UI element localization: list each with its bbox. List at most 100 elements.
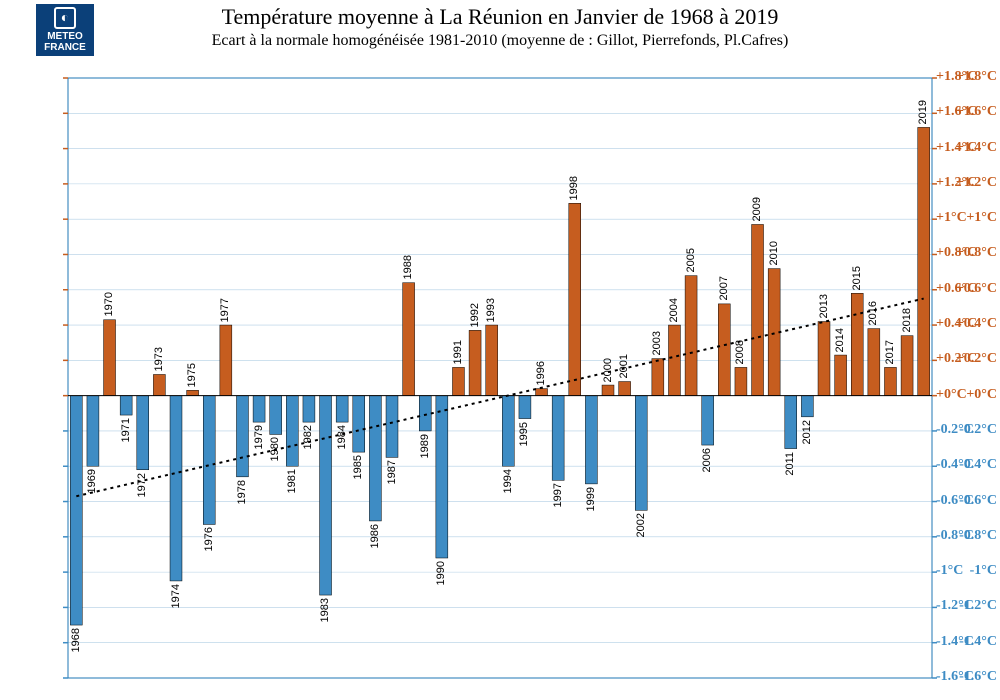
y-axis-right-label: -0.2°C <box>936 422 974 438</box>
bar-label-2017: 2017 <box>884 340 897 364</box>
bar-2002 <box>635 396 647 511</box>
bar-2012 <box>801 396 813 417</box>
bar-1976 <box>203 396 215 525</box>
bar-label-2016: 2016 <box>867 301 880 325</box>
bar-1980 <box>270 396 282 435</box>
bar-1981 <box>286 396 298 467</box>
bar-label-1979: 1979 <box>253 425 266 449</box>
bar-1995 <box>519 396 531 419</box>
bar-1994 <box>502 396 514 467</box>
bar-2013 <box>818 322 830 396</box>
bar-label-2012: 2012 <box>801 420 814 444</box>
bar-1973 <box>153 374 165 395</box>
bar-label-1975: 1975 <box>186 363 199 387</box>
bar-2008 <box>735 367 747 395</box>
bar-label-2011: 2011 <box>784 452 797 476</box>
y-axis-right-label: -1.2°C <box>936 598 974 614</box>
bar-1974 <box>170 396 182 581</box>
bar-label-1986: 1986 <box>369 524 382 548</box>
bar-label-1974: 1974 <box>170 584 183 608</box>
bar-label-1991: 1991 <box>452 340 465 364</box>
bar-label-2007: 2007 <box>718 276 731 300</box>
y-axis-right-label: -0.8°C <box>936 528 974 544</box>
bar-label-1988: 1988 <box>402 255 415 279</box>
bar-2019 <box>918 127 930 395</box>
bar-label-2005: 2005 <box>685 248 698 272</box>
bar-label-2019: 2019 <box>917 100 930 124</box>
bar-label-1985: 1985 <box>352 455 365 479</box>
bar-label-1984: 1984 <box>336 425 349 449</box>
bar-1999 <box>585 396 597 484</box>
bar-label-1972: 1972 <box>136 473 149 497</box>
bar-label-1997: 1997 <box>552 483 565 507</box>
bar-2015 <box>851 293 863 395</box>
bar-label-1999: 1999 <box>585 487 598 511</box>
bar-2005 <box>685 276 697 396</box>
bar-label-2003: 2003 <box>651 331 664 355</box>
bar-label-2008: 2008 <box>734 340 747 364</box>
bar-2014 <box>835 355 847 396</box>
bar-label-1989: 1989 <box>419 434 432 458</box>
bar-label-1994: 1994 <box>502 469 515 493</box>
bar-2000 <box>602 385 614 396</box>
bar-label-1969: 1969 <box>86 469 99 493</box>
bar-1992 <box>469 330 481 395</box>
y-axis-right-label: +0.6°C <box>936 281 977 297</box>
bar-1986 <box>369 396 381 521</box>
y-axis-right-label: -0.6°C <box>936 493 974 509</box>
bar-label-1983: 1983 <box>319 598 332 622</box>
y-axis-right-label: +1.4°C <box>936 140 977 156</box>
bar-2010 <box>768 269 780 396</box>
bar-2007 <box>718 304 730 396</box>
y-axis-right-label: +0.4°C <box>936 316 977 332</box>
bar-1984 <box>336 396 348 422</box>
chart-title: Température moyenne à La Réunion en Janv… <box>0 4 1000 30</box>
bar-label-2006: 2006 <box>701 448 714 472</box>
bar-label-1990: 1990 <box>435 561 448 585</box>
bar-label-1982: 1982 <box>302 425 315 449</box>
bar-1990 <box>436 396 448 558</box>
bar-1996 <box>536 389 548 396</box>
bar-label-1987: 1987 <box>386 460 399 484</box>
bar-2001 <box>619 382 631 396</box>
bar-label-1968: 1968 <box>70 628 83 652</box>
bar-label-1976: 1976 <box>203 527 216 551</box>
bar-label-1981: 1981 <box>286 469 299 493</box>
bar-1975 <box>187 390 199 395</box>
bar-label-1971: 1971 <box>120 418 133 442</box>
bar-label-1977: 1977 <box>219 298 232 322</box>
bar-1991 <box>452 367 464 395</box>
bar-2003 <box>652 359 664 396</box>
bar-2016 <box>868 329 880 396</box>
bar-label-1978: 1978 <box>236 480 249 504</box>
y-axis-right-label: +1.8°C <box>936 69 977 85</box>
y-axis-right-label: +0°C <box>936 387 967 403</box>
bar-label-2015: 2015 <box>851 266 864 290</box>
bar-1985 <box>353 396 365 452</box>
bar-label-1980: 1980 <box>269 437 282 461</box>
bar-label-2014: 2014 <box>834 328 847 352</box>
bar-label-2010: 2010 <box>768 241 781 265</box>
y-axis-right-label: +1°C <box>936 210 967 226</box>
bar-1977 <box>220 325 232 396</box>
bar-1987 <box>386 396 398 458</box>
bar-label-2001: 2001 <box>618 354 631 378</box>
bar-1979 <box>253 396 265 422</box>
bar-label-1998: 1998 <box>568 176 581 200</box>
bar-label-2013: 2013 <box>818 294 831 318</box>
bar-1983 <box>320 396 332 595</box>
bar-2006 <box>702 396 714 445</box>
bar-label-1973: 1973 <box>153 347 166 371</box>
y-axis-right-label: -0.4°C <box>936 457 974 473</box>
y-axis-right-label: -1°C <box>936 563 963 579</box>
bar-1998 <box>569 203 581 395</box>
bar-1993 <box>486 325 498 396</box>
bar-label-1970: 1970 <box>103 292 116 316</box>
bar-1969 <box>87 396 99 467</box>
y-axis-right-label: +0.8°C <box>936 245 977 261</box>
bar-2011 <box>785 396 797 449</box>
bar-1971 <box>120 396 132 415</box>
bar-label-1993: 1993 <box>485 298 498 322</box>
y-axis-right-label: +1.2°C <box>936 175 977 191</box>
bar-1972 <box>137 396 149 470</box>
